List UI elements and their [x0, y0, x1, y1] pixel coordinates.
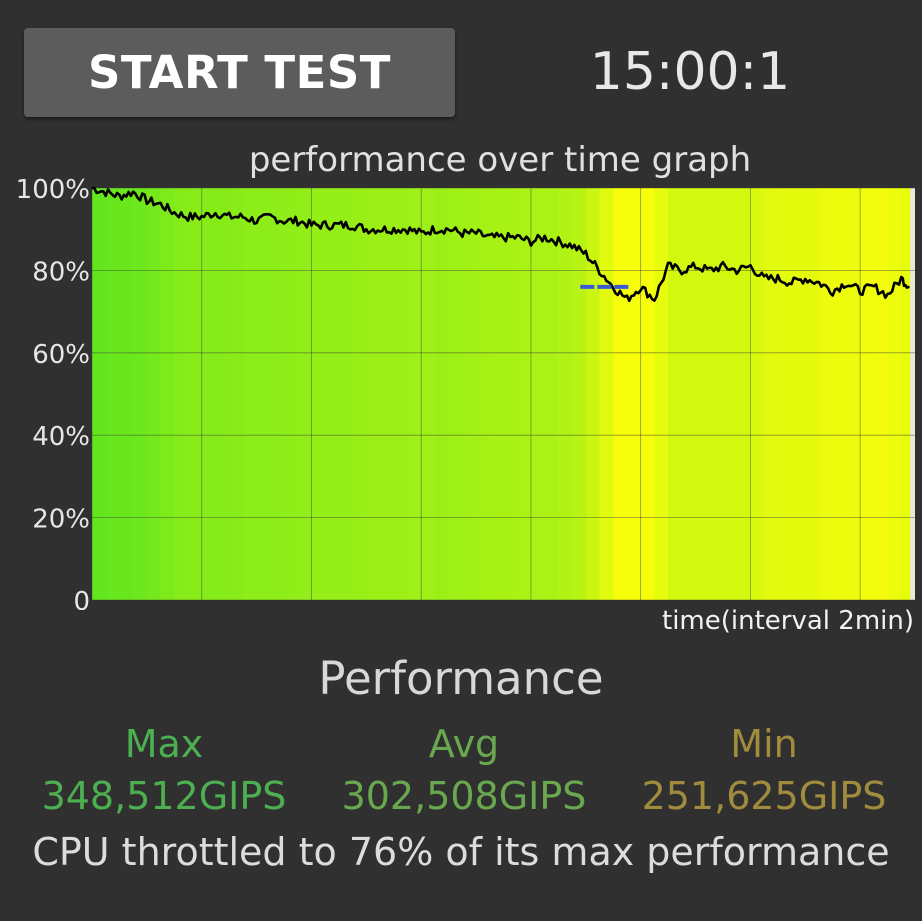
performance-band [311, 188, 326, 600]
min-value: 251,625GIPS [641, 774, 887, 818]
performance-band [599, 188, 614, 600]
performance-band [229, 188, 244, 600]
performance-band [818, 188, 834, 600]
performance-band [709, 188, 724, 600]
performance-band [325, 188, 340, 600]
performance-band [448, 188, 463, 600]
performance-band [887, 188, 902, 600]
min-label: Min [730, 722, 798, 766]
performance-chart: 0 20% 40% 60% 80% 100% [16, 175, 915, 610]
performance-color-bands [92, 188, 911, 600]
avg-value: 302,508GIPS [341, 774, 587, 818]
max-value: 348,512GIPS [41, 774, 287, 818]
performance-band [92, 188, 107, 600]
performance-band [201, 188, 217, 600]
test-timer: 15:00:1 [589, 42, 791, 102]
chart-grid [91, 187, 915, 601]
performance-band [846, 188, 861, 600]
performance-band [544, 188, 559, 600]
throttle-message: CPU throttled to 76% of its max performa… [32, 830, 890, 874]
performance-band [421, 188, 436, 600]
performance-line [92, 186, 910, 303]
performance-band [695, 188, 710, 600]
performance-band [873, 188, 889, 600]
performance-band [256, 188, 271, 600]
performance-band [338, 188, 354, 600]
performance-band [681, 188, 697, 600]
min-stat: Min 251,625GIPS [614, 718, 914, 822]
performance-band [777, 188, 793, 600]
performance-band [805, 188, 820, 600]
performance-band [517, 188, 532, 600]
performance-band [654, 188, 669, 600]
performance-band [722, 188, 738, 600]
y-tick-label: 80% [32, 257, 90, 287]
performance-band [174, 188, 189, 600]
performance-band [558, 188, 573, 600]
performance-band [242, 188, 258, 600]
performance-band [393, 188, 409, 600]
performance-band [668, 188, 683, 600]
y-tick-label: 40% [32, 422, 90, 452]
performance-band [119, 188, 134, 600]
avg-label: Avg [428, 722, 500, 766]
performance-band [503, 188, 518, 600]
performance-band [188, 188, 203, 600]
performance-band [736, 188, 751, 600]
performance-band [380, 188, 395, 600]
performance-band [530, 188, 546, 600]
performance-band [640, 188, 655, 600]
performance-band [270, 188, 285, 600]
avg-stat: Avg 302,508GIPS [314, 718, 614, 822]
y-tick-label: 60% [32, 340, 90, 370]
performance-band [476, 188, 491, 600]
start-test-button[interactable]: START TEST [24, 28, 455, 117]
performance-band [626, 188, 642, 600]
performance-band [105, 188, 121, 600]
performance-band [160, 188, 175, 600]
max-stat: Max 348,512GIPS [14, 718, 314, 822]
performance-band [489, 188, 505, 600]
performance-band [791, 188, 806, 600]
performance-band [146, 188, 162, 600]
performance-band [764, 188, 779, 600]
performance-band [297, 188, 313, 600]
performance-band [613, 188, 628, 600]
performance-band [366, 188, 381, 600]
max-label: Max [124, 722, 204, 766]
performance-band [133, 188, 148, 600]
performance-band [215, 188, 230, 600]
performance-band [284, 188, 299, 600]
performance-series [92, 186, 910, 303]
performance-band [572, 188, 587, 600]
performance-title: Performance [318, 652, 604, 705]
performance-band [462, 188, 477, 600]
y-tick-label: 0 [73, 587, 90, 610]
performance-band [860, 188, 875, 600]
performance-band [434, 188, 450, 600]
performance-band [901, 188, 911, 600]
y-tick-label: 100% [16, 175, 90, 205]
performance-band [585, 188, 601, 600]
performance-band [750, 188, 765, 600]
x-axis-label: time(interval 2min) [662, 606, 914, 636]
performance-band [352, 188, 367, 600]
performance-band [832, 188, 848, 600]
graph-title: performance over time graph [248, 140, 752, 180]
y-tick-label: 20% [32, 505, 90, 535]
performance-band [407, 188, 422, 600]
y-axis-ticks: 0 20% 40% 60% 80% 100% [16, 175, 90, 610]
